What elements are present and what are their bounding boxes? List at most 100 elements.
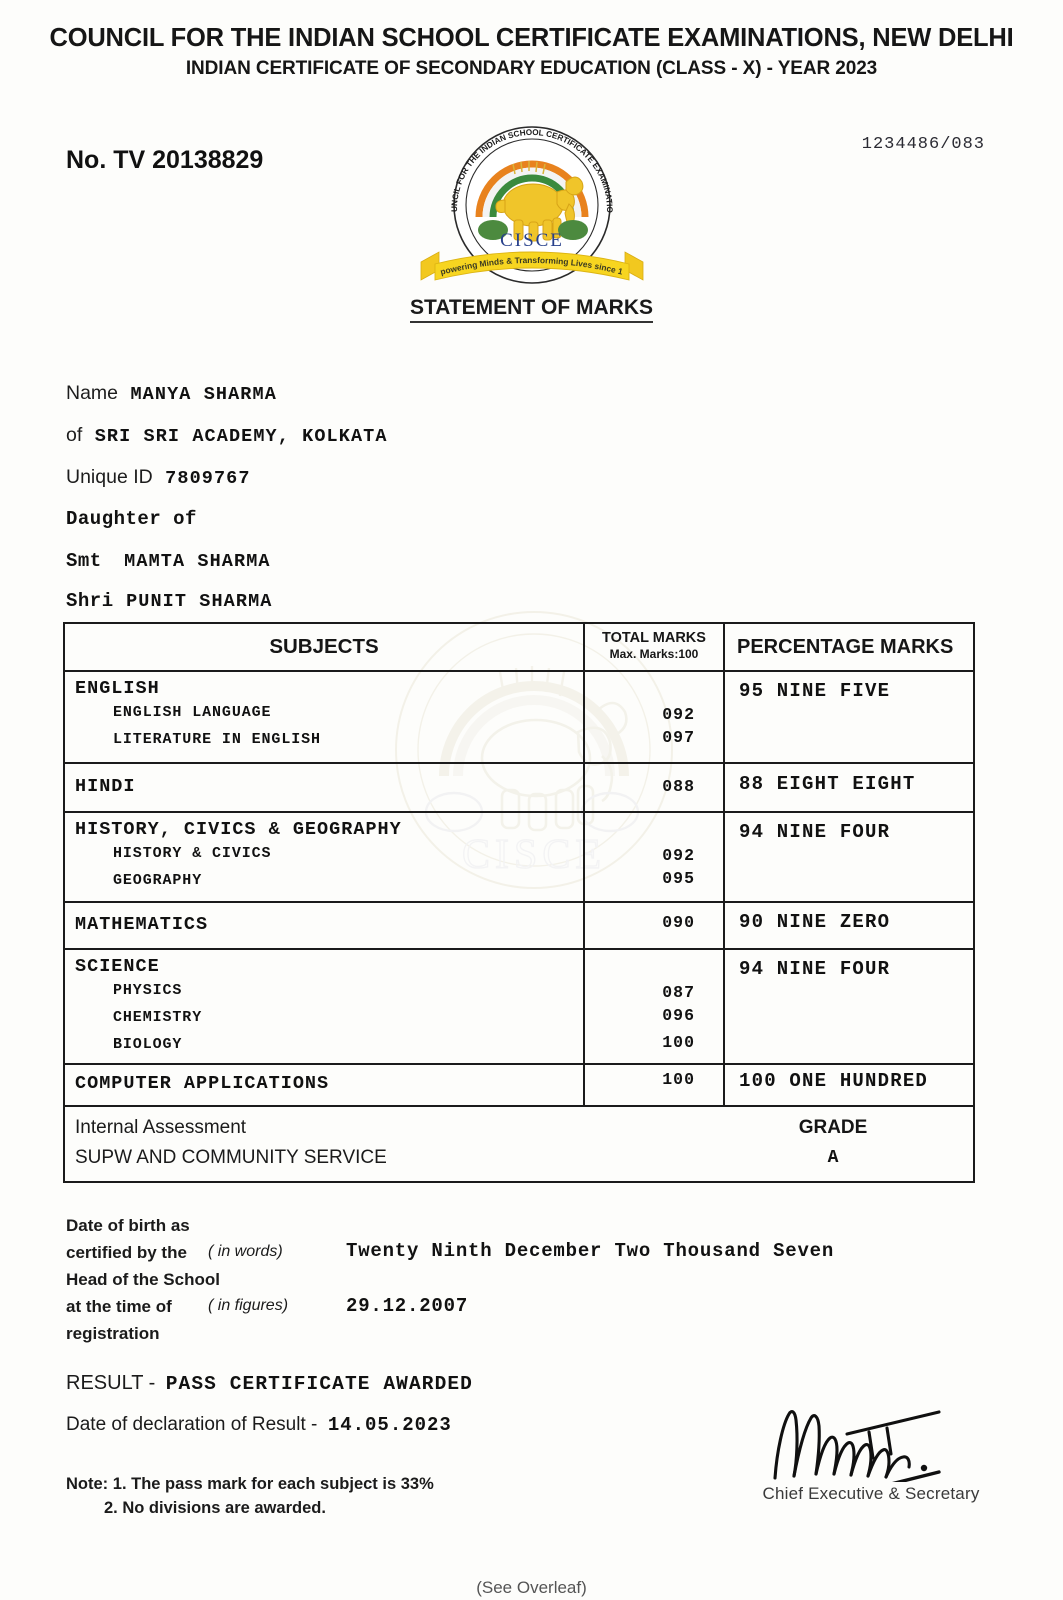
page-title: STATEMENT OF MARKS [0,296,1063,323]
council-title: COUNCIL FOR THE INDIAN SCHOOL CERTIFICAT… [49,24,1014,52]
marks-cell: 088 [585,764,725,811]
in-words-label: ( in words) [208,1243,283,1260]
header-cell-total-marks: TOTAL MARKS Max. Marks:100 [585,624,725,670]
marks-cell: 092 097 [585,672,725,762]
school-row: of SRI SRI ACADEMY, KOLKATA [66,420,706,462]
result-value: PASS CERTIFICATE AWARDED [165,1373,473,1395]
col-percentage-label: PERCENTAGE MARKS [737,636,954,658]
school-value: SRI SRI ACADEMY, KOLKATA [94,426,388,447]
examination-title: INDIAN CERTIFICATE OF SECONDARY EDUCATIO… [185,58,878,79]
component-marks: 092 [662,705,695,724]
subject-cell: SCIENCE PHYSICS CHEMISTRY BIOLOGY [65,950,585,1063]
note-item-1: 1. The pass mark for each subject is 33% [112,1475,434,1493]
table-row: COMPUTER APPLICATIONS 100 100 ONE HUNDRE… [65,1065,973,1107]
subject-marks: 088 [662,777,695,796]
father-label: Shri [66,590,114,612]
table-row: HINDI 088 88 EIGHT EIGHT [65,764,973,813]
in-figures-label: ( in figures) [208,1297,289,1314]
page-title-text: STATEMENT OF MARKS [409,296,654,323]
percentage-cell: 94 NINE FOUR [725,950,973,1063]
logo-acronym: CISCE [500,230,564,251]
component-name: PHYSICS [113,982,183,999]
mother-label: Smt [66,550,102,572]
dob-line-1: Date of birth as [66,1216,190,1235]
marks-cell: 087 096 100 [585,950,725,1063]
header-cell-percentage: PERCENTAGE MARKS [725,624,973,670]
subject-cell: MATHEMATICS [65,903,585,948]
table-row: ENGLISH ENGLISH LANGUAGE LITERATURE IN E… [65,672,973,764]
table-row: SCIENCE PHYSICS CHEMISTRY BIOLOGY 087 09… [65,950,973,1065]
declaration-date: 14.05.2023 [327,1414,452,1436]
note-item-2: 2. No divisions are awarded. [104,1499,326,1517]
percentage-cell: 94 NINE FOUR [725,813,973,901]
marks-cell: 100 [585,1065,725,1105]
header-cell-subjects: SUBJECTS [65,624,585,670]
mother-row: Smt MAMTA SHARMA [66,546,706,586]
marks-cell: 090 [585,903,725,948]
component-name: BIOLOGY [113,1036,183,1053]
component-marks: 092 [662,846,695,865]
subject-name: ENGLISH [75,678,160,699]
dob-line-3: Head of the School [66,1270,220,1289]
subject-cell: COMPUTER APPLICATIONS [65,1065,585,1105]
col-subjects-label: SUBJECTS [269,635,379,658]
grade-value: A [827,1148,839,1168]
name-label: Name [66,382,119,404]
subject-marks: 100 [662,1070,695,1089]
dob-line-4: at the time of [66,1297,172,1316]
grade-label: GRADE [798,1117,868,1138]
table-header-row: SUBJECTS TOTAL MARKS Max. Marks:100 PERC… [65,624,973,672]
cisce-logo: COUNCIL FOR THE INDIAN SCHOOL CERTIFICAT… [417,112,647,287]
percentage-value: 90 NINE ZERO [739,911,891,933]
component-marks: 087 [662,983,695,1002]
component-name: ENGLISH LANGUAGE [113,704,272,721]
unique-id-row: Unique ID 7809767 [66,462,706,504]
component-name: HISTORY & CIVICS [113,845,272,862]
subject-name: COMPUTER APPLICATIONS [75,1073,330,1094]
signature-caption: Chief Executive & Secretary [762,1484,980,1503]
component-name: GEOGRAPHY [113,872,203,889]
table-row: MATHEMATICS 090 90 NINE ZERO [65,903,973,950]
internal-assessment-subject: SUPW AND COMMUNITY SERVICE [75,1147,387,1168]
col-total-marks-label: TOTAL MARKS [602,630,706,646]
of-label: of [66,424,83,446]
percentage-cell: 88 EIGHT EIGHT [725,764,973,811]
name-value: MANYA SHARMA [130,384,277,405]
percentage-value: 88 EIGHT EIGHT [739,773,916,795]
dob-line-5: registration [66,1324,160,1343]
subject-name: HISTORY, CIVICS & GEOGRAPHY [75,819,402,840]
signature-mark [773,1410,941,1482]
relation-label: Daughter of [66,508,197,530]
relation-row: Daughter of [66,504,706,546]
father-name: PUNIT SHARMA [126,591,273,612]
percentage-value: 95 NINE FIVE [739,680,891,702]
component-name: LITERATURE IN ENGLISH [113,731,321,748]
marks-table: SUBJECTS TOTAL MARKS Max. Marks:100 PERC… [63,622,975,1183]
internal-assessment-row: Internal Assessment GRADE SUPW AND COMMU… [65,1107,973,1181]
percentage-cell: 95 NINE FIVE [725,672,973,762]
declaration-row: Date of declaration of Result - 14.05.20… [66,1414,452,1436]
unique-id-label: Unique ID [66,466,153,488]
subject-cell: ENGLISH ENGLISH LANGUAGE LITERATURE IN E… [65,672,585,762]
component-marks: 097 [662,728,695,747]
percentage-value: 100 ONE HUNDRED [739,1070,929,1092]
marks-cell: 092 095 [585,813,725,901]
mother-name: MAMTA SHARMA [124,551,271,572]
subject-name: HINDI [75,776,136,797]
percentage-value: 94 NINE FOUR [739,821,891,843]
see-overleaf-note: (See Overleaf) [476,1578,587,1597]
internal-assessment-label: Internal Assessment [75,1117,247,1138]
date-of-birth-block: Date of birth as certified by the Head o… [66,1216,966,1346]
dob-in-words-value: Twenty Ninth December Two Thousand Seven [346,1240,835,1262]
percentage-cell: 90 NINE ZERO [725,903,973,948]
declaration-label: Date of declaration of Result - [66,1414,318,1435]
father-row: Shri PUNIT SHARMA [66,586,706,622]
subject-cell: HISTORY, CIVICS & GEOGRAPHY HISTORY & CI… [65,813,585,901]
col-max-marks-label: Max. Marks:100 [609,647,699,661]
percentage-cell: 100 ONE HUNDRED [725,1065,973,1105]
dob-line-2: certified by the [66,1243,187,1262]
subject-marks: 090 [662,913,695,932]
name-row: Name MANYA SHARMA [66,378,706,420]
certificate-number: No. TV 20138829 [66,146,264,174]
